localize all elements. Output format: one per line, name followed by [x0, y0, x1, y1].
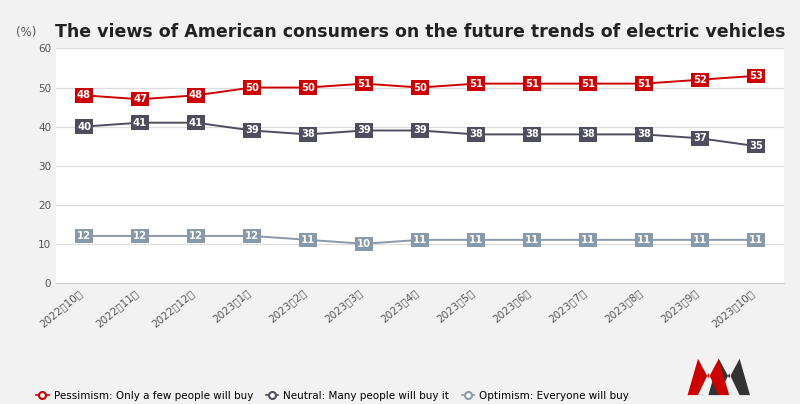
Text: 48: 48	[189, 90, 203, 100]
Text: 41: 41	[189, 118, 203, 128]
Text: 40: 40	[77, 122, 91, 132]
Text: 38: 38	[301, 129, 315, 139]
Text: 50: 50	[301, 82, 315, 93]
Text: 12: 12	[133, 231, 147, 241]
Text: 38: 38	[637, 129, 651, 139]
Text: 51: 51	[525, 79, 539, 88]
Text: 51: 51	[357, 79, 371, 88]
Legend: Pessimism: Only a few people will buy, Neutral: Many people will buy it, Optimis: Pessimism: Only a few people will buy, N…	[32, 386, 634, 404]
Text: 11: 11	[693, 235, 707, 245]
Text: 51: 51	[469, 79, 483, 88]
Text: 48: 48	[77, 90, 91, 100]
Text: 51: 51	[637, 79, 651, 88]
Polygon shape	[709, 359, 750, 395]
Text: 39: 39	[413, 126, 427, 135]
Text: 12: 12	[77, 231, 91, 241]
Text: (%): (%)	[16, 26, 36, 39]
Text: 11: 11	[637, 235, 651, 245]
Text: 53: 53	[749, 71, 763, 81]
Text: 47: 47	[133, 94, 147, 104]
Text: 37: 37	[693, 133, 707, 143]
Text: 52: 52	[693, 75, 707, 85]
Title: The views of American consumers on the future trends of electric vehicles: The views of American consumers on the f…	[54, 23, 786, 41]
Text: 50: 50	[413, 82, 427, 93]
Text: 39: 39	[357, 126, 371, 135]
Text: 38: 38	[581, 129, 595, 139]
Text: 41: 41	[133, 118, 147, 128]
Text: 12: 12	[245, 231, 259, 241]
Text: 38: 38	[469, 129, 483, 139]
Text: 11: 11	[413, 235, 427, 245]
Text: 11: 11	[469, 235, 483, 245]
Text: 51: 51	[581, 79, 595, 88]
Text: 11: 11	[301, 235, 315, 245]
Text: 38: 38	[525, 129, 539, 139]
Text: 10: 10	[357, 239, 371, 249]
Text: 12: 12	[189, 231, 203, 241]
Text: 50: 50	[245, 82, 259, 93]
Text: 11: 11	[525, 235, 539, 245]
Text: 39: 39	[245, 126, 259, 135]
Text: 35: 35	[749, 141, 763, 151]
Text: 11: 11	[749, 235, 763, 245]
Polygon shape	[688, 359, 730, 395]
Text: 11: 11	[581, 235, 595, 245]
